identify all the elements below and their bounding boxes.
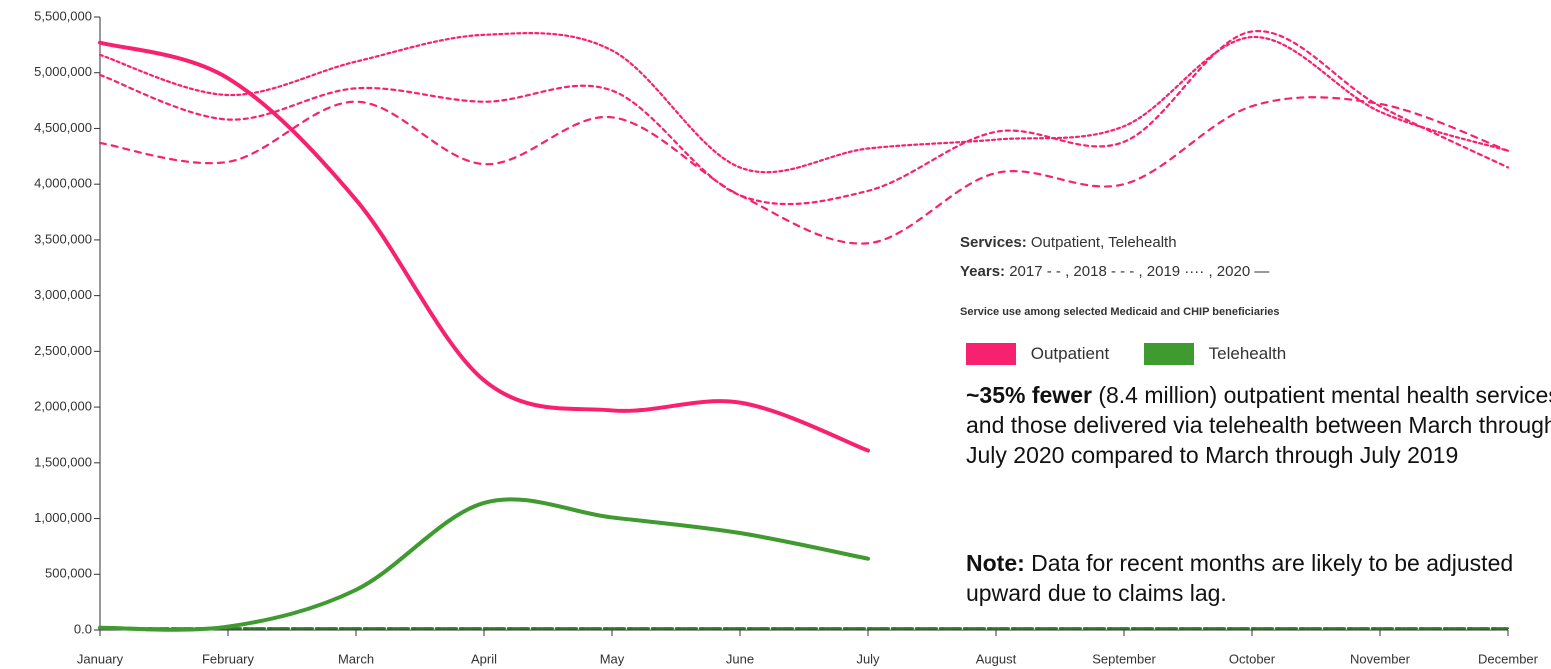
x-tick-label: October xyxy=(1229,651,1276,666)
text: Data for recent months are likely to be … xyxy=(966,550,1514,606)
legend-label: Telehealth xyxy=(1208,344,1287,363)
series-line xyxy=(98,32,1510,174)
annotation: ~35% fewer (8.4 million) outpatient ment… xyxy=(966,380,1551,470)
y-tick-label: 1,000,000 xyxy=(34,510,92,525)
bold: ~35% fewer xyxy=(966,382,1092,408)
y-tick-label: 5,500,000 xyxy=(34,8,92,23)
x-tick-label: April xyxy=(471,651,497,666)
x-tick-label: February xyxy=(202,651,255,666)
series-line xyxy=(98,497,870,632)
y-tick-label: 1,500,000 xyxy=(34,454,92,469)
x-tick-label: June xyxy=(726,651,754,666)
y-tick-label: 500,000 xyxy=(45,566,92,581)
swatch xyxy=(966,343,1016,365)
y-tick-label: 2,000,000 xyxy=(34,399,92,414)
legend-label: Outpatient xyxy=(1030,344,1110,363)
x-tick-label: July xyxy=(856,651,880,666)
subtitle: Service use among selected Medicaid and … xyxy=(960,306,1280,318)
x-tick-label: August xyxy=(976,651,1017,666)
label: Years: xyxy=(960,263,1006,280)
bold: Note: xyxy=(966,550,1025,576)
series-line xyxy=(98,30,1510,206)
x-tick-label: May xyxy=(600,651,625,666)
x-tick-label: March xyxy=(338,651,374,666)
series-line xyxy=(98,40,870,453)
label: Services: xyxy=(960,234,1027,251)
text: (8.4 million) outpatient mental health s… xyxy=(966,382,1551,468)
x-tick-label: September xyxy=(1092,651,1156,666)
series-line xyxy=(98,96,1510,245)
color-legend: Outpatient Telehealth xyxy=(966,343,1286,365)
y-tick-label: 5,000,000 xyxy=(34,64,92,79)
note: Note: Data for recent months are likely … xyxy=(966,548,1551,608)
y-tick-label: 3,000,000 xyxy=(34,287,92,302)
text: 2017 - - , 2018 - - - , 2019 ···· , 2020… xyxy=(1009,263,1270,280)
y-tick-label: 0.0 xyxy=(74,621,92,636)
y-tick-label: 2,500,000 xyxy=(34,343,92,358)
x-tick-label: December xyxy=(1478,651,1539,666)
y-tick-label: 4,000,000 xyxy=(34,176,92,191)
x-tick-label: November xyxy=(1350,651,1411,666)
y-tick-label: 4,500,000 xyxy=(34,120,92,135)
x-tick-label: January xyxy=(77,651,124,666)
years-legend: Years: 2017 - - , 2018 - - - , 2019 ····… xyxy=(960,263,1269,280)
y-tick-label: 3,500,000 xyxy=(34,231,92,246)
services-legend: Services: Outpatient, Telehealth xyxy=(960,234,1177,251)
text: Outpatient, Telehealth xyxy=(1030,234,1177,251)
swatch xyxy=(1143,343,1194,365)
